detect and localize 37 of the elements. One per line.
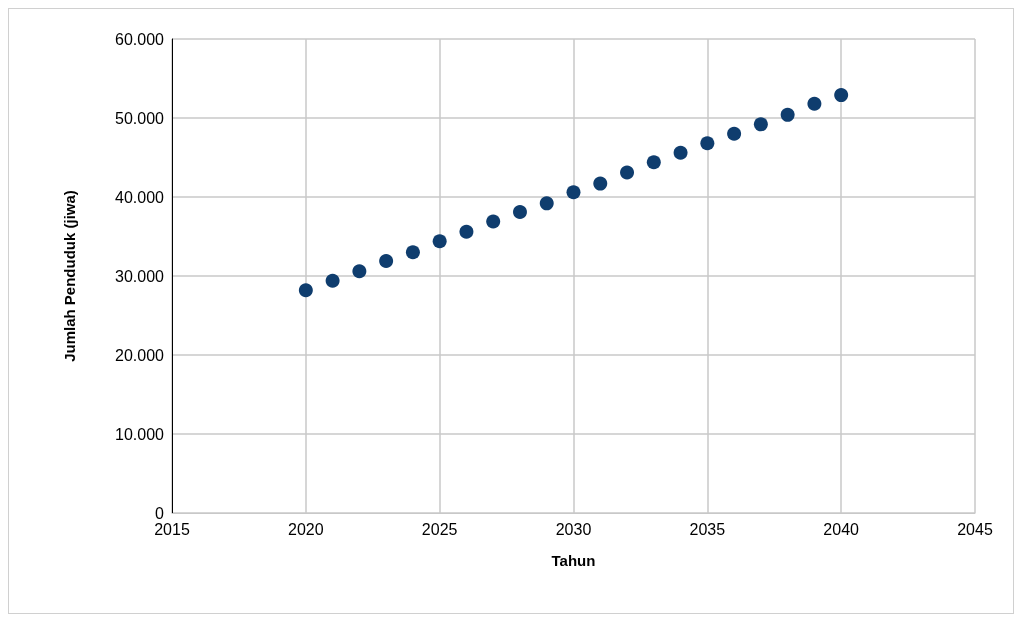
y-tick-label: 50.000 [115, 109, 165, 127]
y-tick-label: 0 [155, 504, 165, 522]
point [593, 176, 608, 191]
point [834, 88, 849, 103]
point [620, 165, 635, 180]
x-tick-label: 2030 [555, 520, 592, 538]
point [807, 96, 822, 111]
point [486, 214, 501, 229]
y-tick-label: 20.000 [115, 346, 165, 364]
y-tick-label: 40.000 [115, 188, 165, 206]
x-tick-label: 2015 [154, 520, 190, 538]
point [700, 136, 715, 151]
point [379, 253, 394, 268]
x-tick-label: 2020 [288, 520, 324, 538]
point [432, 234, 447, 249]
x-tick-label: 2045 [957, 520, 993, 538]
point [753, 117, 768, 132]
x-tick-label: 2025 [421, 520, 458, 538]
point [405, 245, 420, 260]
point [727, 126, 742, 141]
y-tick-label: 60.000 [115, 30, 165, 48]
y-tick-label: 10.000 [115, 425, 165, 443]
point [780, 107, 795, 122]
point [512, 205, 527, 220]
point [539, 196, 554, 211]
y-axis-title: Jumlah Penduduk (jiwa) [61, 190, 78, 362]
x-axis-title: Tahun [551, 552, 596, 569]
x-tick-label: 2035 [689, 520, 726, 538]
point [352, 264, 367, 279]
point [298, 283, 313, 298]
point [673, 145, 688, 160]
y-tick-label: 30.000 [115, 267, 165, 285]
point [325, 273, 340, 288]
point [646, 155, 661, 170]
point [459, 224, 474, 239]
point [566, 185, 581, 200]
x-tick-label: 2040 [823, 520, 860, 538]
